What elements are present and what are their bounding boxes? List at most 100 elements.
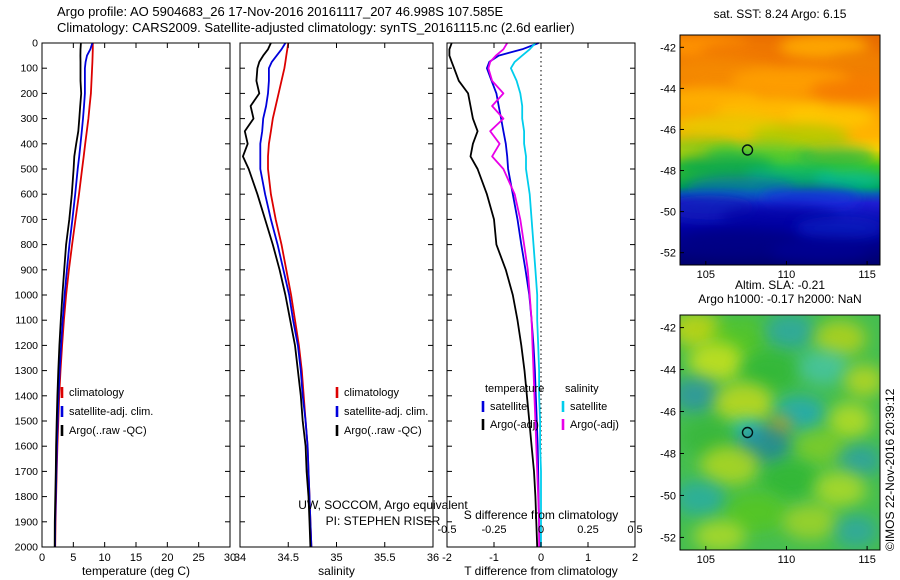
map-texture-blob <box>700 445 760 486</box>
figure-title-line1: Argo profile: AO 5904683_26 17-Nov-2016 … <box>57 4 504 19</box>
series-temperature-satellite <box>485 42 541 548</box>
x2-tick-label: -0.5 <box>438 524 457 536</box>
map-texture-blob <box>764 315 816 350</box>
depth-tick-label: 1000 <box>15 290 39 302</box>
depth-tick-label: 1500 <box>15 416 39 428</box>
plot-frame <box>239 42 434 548</box>
map-texture-blob <box>810 79 880 102</box>
x-tick-label: 0 <box>538 552 544 564</box>
series-argo-raw-qc- <box>241 42 312 548</box>
depth-tick-label: 200 <box>20 88 38 100</box>
x-tick-label: 2 <box>632 552 638 564</box>
depth-tick-label: 300 <box>20 113 38 125</box>
map-y-tick-label: -42 <box>660 42 676 54</box>
map-y-tick-label: -44 <box>660 365 676 377</box>
map-frame <box>679 34 881 266</box>
legend-label: Argo(..raw -QC) <box>69 425 147 437</box>
float-position-marker <box>741 144 754 156</box>
annotation-pi: PI: STEPHEN RISER <box>326 514 441 528</box>
map-texture-blob <box>680 228 800 256</box>
legend-label: satellite-adj. clim. <box>344 406 428 418</box>
depth-tick-label: 700 <box>20 214 38 226</box>
x2-tick-label: 0.5 <box>627 524 642 536</box>
map-texture-blob <box>785 105 875 130</box>
x-tick-label: 35 <box>330 552 342 564</box>
sst-image <box>680 35 880 265</box>
float-position-marker <box>741 426 754 439</box>
legend-label: Argo(-adj) <box>490 419 539 431</box>
map-texture-blob <box>838 444 880 477</box>
map-texture-blob <box>779 35 869 59</box>
imos-watermark: ©IMOS 22-Nov-2016 20:39:12 <box>883 388 897 551</box>
series-salinity-argo-adj- <box>487 42 540 547</box>
legend-label: Argo(..raw -QC) <box>344 425 422 437</box>
depth-tick-label: 1800 <box>15 491 39 503</box>
map-texture-blob <box>726 492 786 533</box>
map-y-tick-label: -42 <box>660 323 676 335</box>
map-texture-blob <box>794 428 846 465</box>
legend-label: climatology <box>69 387 125 399</box>
map-y-tick-label: -46 <box>660 124 676 136</box>
x-tick-label: 35.5 <box>374 552 395 564</box>
x-axis-label: salinity <box>318 564 355 578</box>
series-satellite-adj-clim- <box>54 42 94 548</box>
map-texture-blob <box>714 382 774 427</box>
legend-label: Argo(-adj) <box>570 419 619 431</box>
series-argo-raw-qc- <box>53 42 83 548</box>
depth-tick-label: 1900 <box>15 516 39 528</box>
map-texture-blob <box>782 503 838 540</box>
series-climatology <box>54 43 94 548</box>
map-texture-blob <box>796 145 876 168</box>
x-tick-label: 34.5 <box>278 552 299 564</box>
depth-tick-label: 1200 <box>15 340 39 352</box>
map-x-tick-label: 110 <box>778 554 796 566</box>
legend-label: satellite <box>570 401 607 413</box>
depth-tick-label: 100 <box>20 63 38 75</box>
map-texture-blob <box>834 515 878 548</box>
sst-map-panel: 105 110 115 -42 -44 -46 -48 -50 -52 <box>660 34 881 281</box>
depth-tick-label: 500 <box>20 164 38 176</box>
map-x-tick-label: 105 <box>697 269 715 281</box>
sla-map-title-line1: Altim. SLA: -0.21 <box>735 278 825 292</box>
legend-group-header: salinity <box>565 383 599 395</box>
depth-tick-label: 1300 <box>15 365 39 377</box>
sst-map-title: sat. SST: 8.24 Argo: 6.15 <box>714 7 847 21</box>
difference-panel: -2 -1 0 1 2 T difference from climatology S di… <box>438 42 643 578</box>
depth-tick-label: 400 <box>20 138 38 150</box>
x-tick-label: 25 <box>193 552 205 564</box>
depth-tick-label: 1100 <box>15 315 38 327</box>
x2-tick-label: 0.25 <box>577 524 598 536</box>
map-y-tick-label: -50 <box>660 490 676 502</box>
map-y-tick-label: -46 <box>660 407 676 419</box>
x2-tick-label: 0 <box>538 524 544 536</box>
depth-tick-label: 1700 <box>15 466 39 478</box>
map-texture-blob <box>830 52 880 73</box>
x-tick-label: 0 <box>39 552 45 564</box>
annotation-institution: UW, SOCCOM, Argo equivalent <box>298 498 468 512</box>
depth-tick-label: 600 <box>20 189 38 201</box>
x-tick-label: -2 <box>442 552 452 564</box>
x-tick-label: 36 <box>427 552 439 564</box>
map-x-tick-label: 115 <box>858 269 876 281</box>
sla-image <box>680 315 880 550</box>
legend-label: satellite-adj. clim. <box>69 406 153 418</box>
map-texture-blob <box>770 239 870 264</box>
map-x-tick-label: 115 <box>858 554 876 566</box>
temperature-panel: 0 5 10 15 20 25 300100200300400500600700800900… <box>15 38 236 579</box>
map-texture-blob <box>760 186 860 211</box>
x-axis-label: temperature (deg C) <box>82 564 190 578</box>
legend-group-header: temperature <box>485 383 544 395</box>
sla-map-title-line2: Argo h1000: -0.17 h2000: NaN <box>698 292 861 306</box>
depth-tick-label: 1600 <box>15 441 39 453</box>
map-texture-blob <box>815 169 880 190</box>
depth-tick-label: 0 <box>32 38 38 50</box>
map-texture-blob <box>680 480 726 517</box>
plot-frame <box>41 42 231 548</box>
map-texture-blob <box>694 519 746 550</box>
map-texture-blob <box>762 461 818 498</box>
depth-tick-label: 1400 <box>15 390 39 402</box>
map-y-tick-label: -52 <box>660 532 676 544</box>
x-axis-label: T difference from climatology <box>464 564 618 578</box>
map-y-tick-label: -48 <box>660 166 676 178</box>
